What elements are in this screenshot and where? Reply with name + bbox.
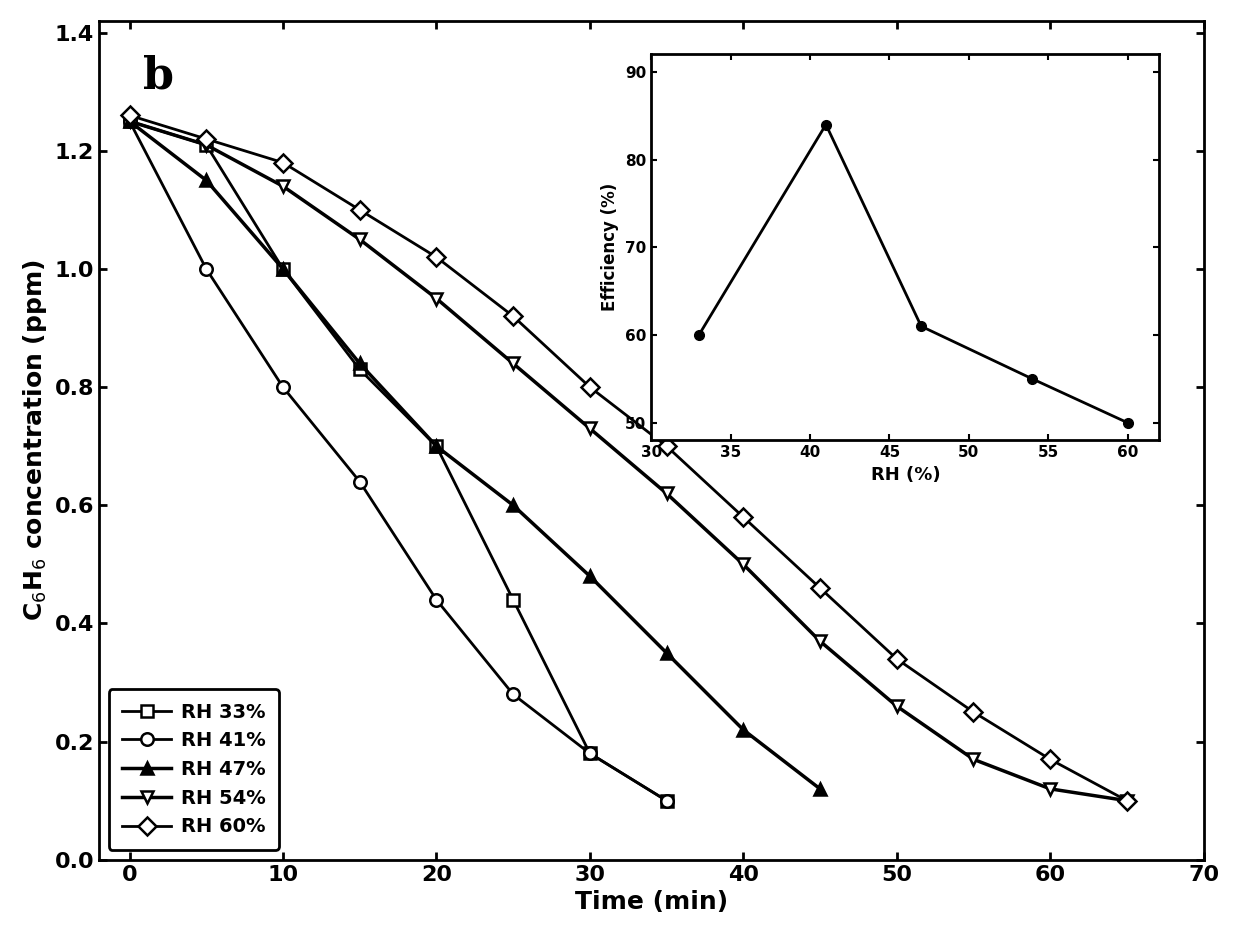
RH 54% bbox=[735, 559, 750, 570]
RH 33% bbox=[429, 440, 444, 452]
RH 54% bbox=[275, 180, 290, 192]
RH 60% bbox=[812, 583, 827, 594]
Text: b: b bbox=[143, 54, 174, 97]
RH 54% bbox=[506, 358, 521, 369]
RH 33% bbox=[275, 264, 290, 275]
RH 33% bbox=[122, 116, 136, 127]
RH 41% bbox=[583, 748, 598, 759]
RH 60% bbox=[889, 654, 904, 665]
RH 54% bbox=[352, 234, 367, 245]
RH 54% bbox=[812, 636, 827, 647]
X-axis label: Time (min): Time (min) bbox=[574, 890, 728, 914]
RH 47% bbox=[735, 725, 750, 736]
Line: RH 33%: RH 33% bbox=[123, 115, 673, 807]
RH 60% bbox=[429, 252, 444, 263]
RH 60% bbox=[735, 511, 750, 523]
RH 60% bbox=[1120, 795, 1135, 806]
RH 41% bbox=[660, 795, 675, 806]
RH 54% bbox=[966, 754, 981, 765]
RH 47% bbox=[812, 784, 827, 795]
RH 60% bbox=[660, 440, 675, 452]
RH 33% bbox=[198, 139, 213, 151]
RH 54% bbox=[122, 116, 136, 127]
RH 60% bbox=[198, 134, 213, 145]
RH 47% bbox=[122, 116, 136, 127]
RH 33% bbox=[506, 595, 521, 606]
RH 41% bbox=[275, 381, 290, 393]
RH 60% bbox=[352, 204, 367, 215]
Line: RH 47%: RH 47% bbox=[123, 115, 826, 795]
Line: RH 54%: RH 54% bbox=[123, 115, 1133, 807]
RH 47% bbox=[198, 175, 213, 186]
RH 41% bbox=[429, 595, 444, 606]
RH 33% bbox=[352, 364, 367, 375]
RH 60% bbox=[506, 310, 521, 322]
Y-axis label: C$_6$H$_6$ concentration (ppm): C$_6$H$_6$ concentration (ppm) bbox=[21, 260, 48, 621]
RH 60% bbox=[275, 157, 290, 168]
Legend: RH 33%, RH 41%, RH 47%, RH 54%, RH 60%: RH 33%, RH 41%, RH 47%, RH 54%, RH 60% bbox=[109, 689, 279, 850]
RH 41% bbox=[506, 689, 521, 700]
RH 33% bbox=[583, 748, 598, 759]
Line: RH 60%: RH 60% bbox=[123, 109, 1133, 807]
RH 47% bbox=[429, 440, 444, 452]
Line: RH 41%: RH 41% bbox=[123, 115, 673, 807]
RH 47% bbox=[352, 358, 367, 369]
RH 47% bbox=[506, 499, 521, 511]
RH 41% bbox=[198, 264, 213, 275]
RH 47% bbox=[275, 264, 290, 275]
RH 54% bbox=[1120, 795, 1135, 806]
RH 33% bbox=[660, 795, 675, 806]
RH 47% bbox=[583, 570, 598, 582]
RH 54% bbox=[660, 488, 675, 499]
RH 54% bbox=[198, 139, 213, 151]
RH 60% bbox=[122, 109, 136, 121]
RH 41% bbox=[122, 116, 136, 127]
RH 60% bbox=[966, 707, 981, 718]
RH 54% bbox=[1043, 784, 1058, 795]
RH 54% bbox=[429, 293, 444, 304]
RH 47% bbox=[660, 647, 675, 658]
RH 41% bbox=[352, 476, 367, 487]
RH 54% bbox=[889, 700, 904, 712]
RH 60% bbox=[583, 381, 598, 393]
RH 54% bbox=[583, 423, 598, 434]
RH 60% bbox=[1043, 754, 1058, 765]
